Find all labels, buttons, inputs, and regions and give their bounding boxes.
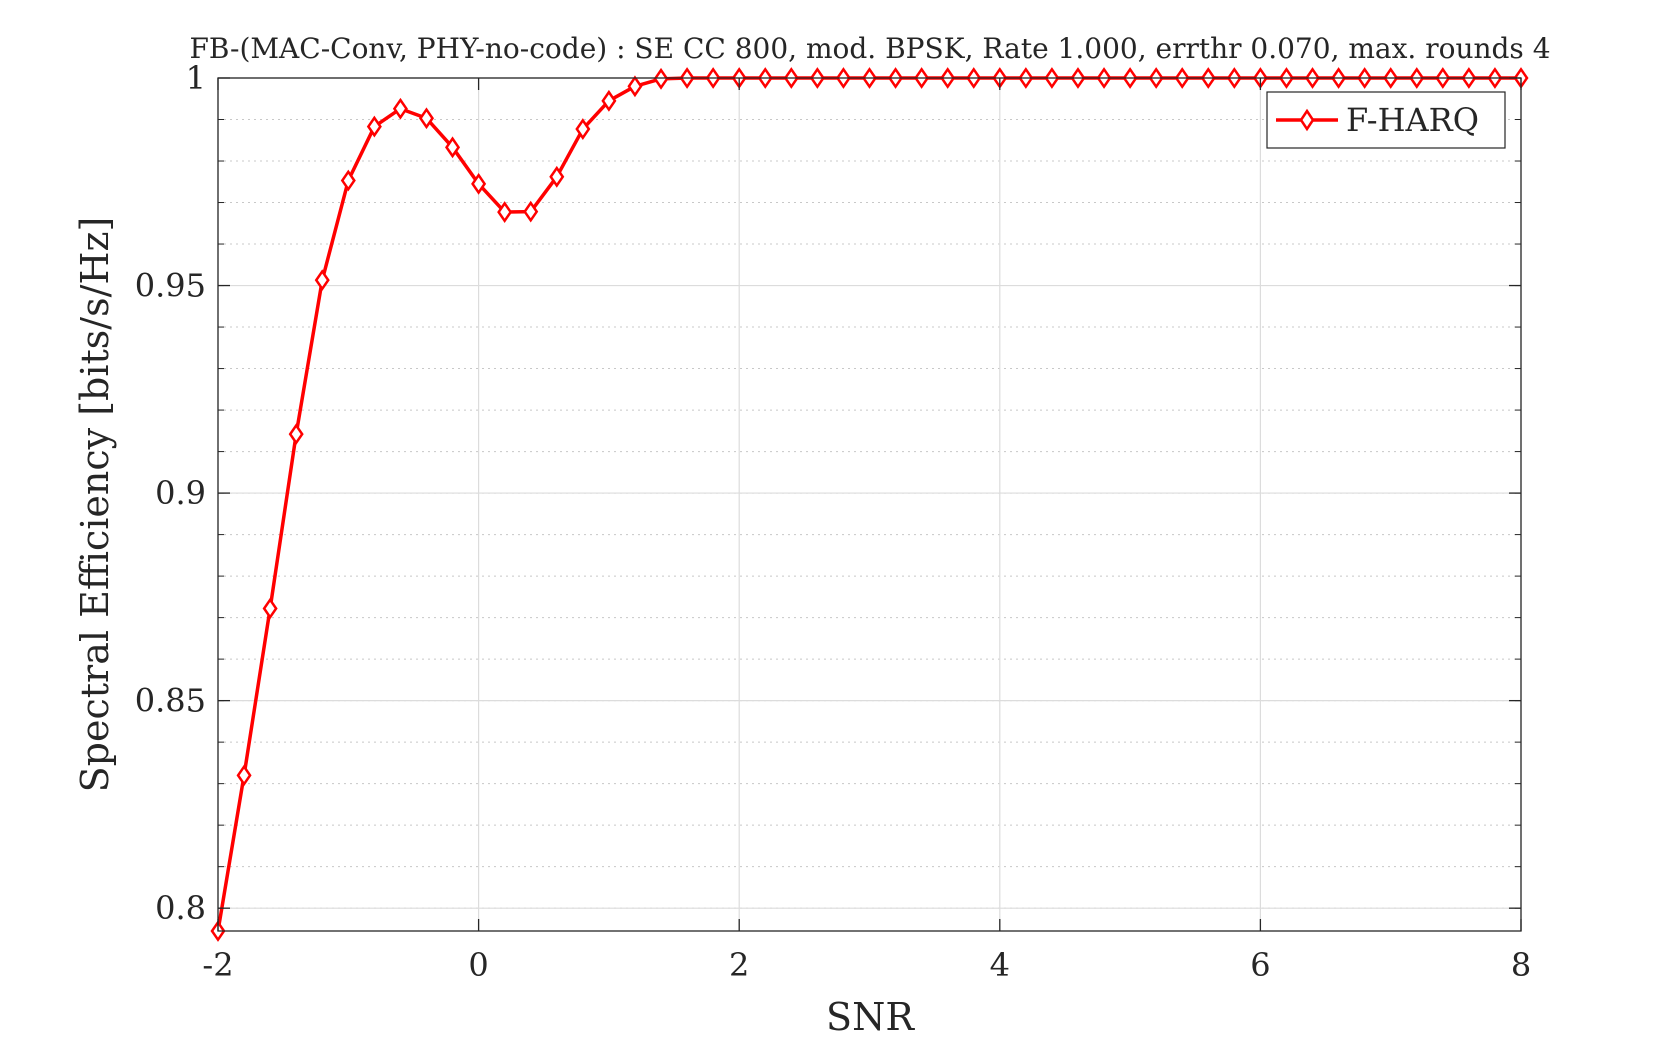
data-point-marker bbox=[653, 67, 669, 90]
x-tick-label: 2 bbox=[729, 946, 749, 984]
legend-diamond-marker bbox=[1299, 108, 1315, 132]
data-point-marker bbox=[627, 75, 643, 98]
data-point-marker bbox=[523, 200, 539, 223]
x-tick-label: 8 bbox=[1511, 946, 1531, 984]
legend-label: F-HARQ bbox=[1346, 101, 1479, 139]
x-tick-label: 0 bbox=[468, 946, 488, 984]
data-point-marker bbox=[262, 597, 278, 620]
x-tick-label: -2 bbox=[202, 946, 233, 984]
y-tick-label: 0.8 bbox=[155, 889, 206, 927]
data-point-marker bbox=[236, 764, 252, 787]
x-tick-label: 4 bbox=[990, 946, 1010, 984]
y-tick-label: 0.95 bbox=[135, 267, 206, 305]
data-point-marker bbox=[366, 115, 382, 138]
data-point-marker bbox=[314, 269, 330, 292]
x-axis-label: SNR bbox=[826, 995, 915, 1039]
legend: F-HARQ bbox=[1266, 91, 1506, 149]
plot-frame bbox=[217, 77, 1522, 932]
data-point-marker bbox=[418, 107, 434, 130]
major-grid bbox=[217, 77, 1522, 931]
data-point-marker bbox=[471, 172, 487, 195]
data-point-marker bbox=[288, 423, 304, 446]
y-tick-label: 0.85 bbox=[135, 682, 206, 720]
data-point-marker bbox=[445, 136, 461, 159]
data-point-marker bbox=[340, 169, 356, 192]
data-point-marker bbox=[497, 201, 513, 223]
data-point-marker bbox=[575, 118, 591, 140]
plot-area bbox=[218, 78, 1521, 931]
y-tick-label: 1 bbox=[186, 59, 206, 97]
tick-labels: 0.8 0.85 0.9 0.95 1 -2 0 2 4 6 8 bbox=[135, 59, 1531, 984]
y-axis-label: Spectral Efficiency [bits/s/Hz] bbox=[73, 217, 117, 793]
x-tick-label: 6 bbox=[1250, 946, 1270, 984]
data-point-marker bbox=[392, 97, 408, 120]
y-tick-label: 0.9 bbox=[155, 474, 206, 512]
axis-ticks bbox=[217, 77, 1522, 931]
data-point-marker bbox=[601, 89, 617, 112]
chart-title: FB-(MAC-Conv, PHY-no-code) : SE CC 800, … bbox=[189, 32, 1550, 65]
data-point-marker bbox=[549, 165, 565, 188]
